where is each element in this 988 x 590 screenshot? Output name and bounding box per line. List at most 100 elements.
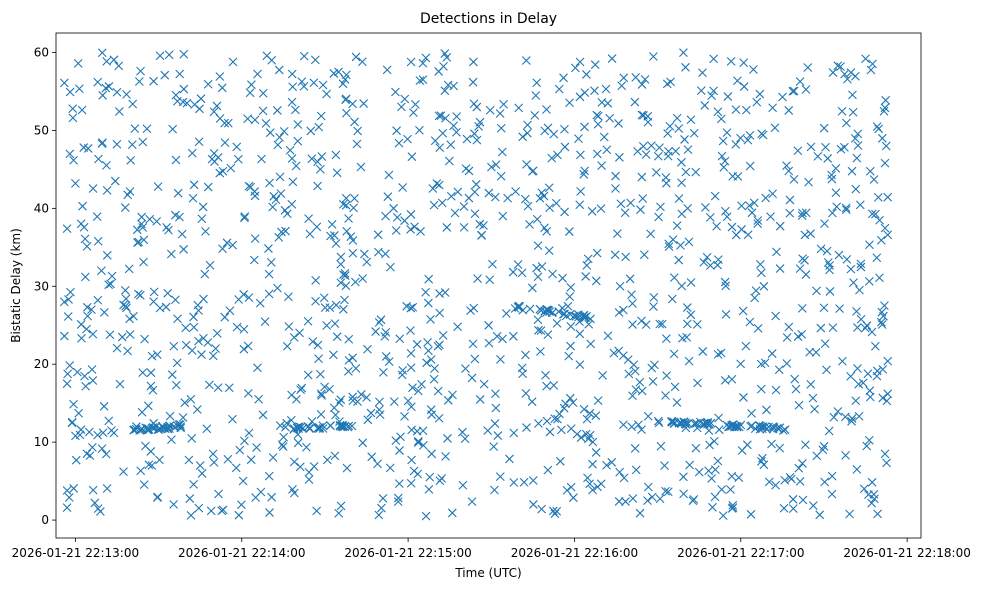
detection-marker	[297, 77, 307, 87]
detection-marker	[853, 364, 862, 373]
detection-marker	[237, 500, 246, 510]
detection-marker	[148, 385, 158, 395]
detection-marker	[398, 365, 408, 375]
detection-marker	[334, 508, 344, 518]
detection-marker	[311, 296, 320, 306]
detection-marker	[784, 322, 794, 332]
detection-marker	[303, 370, 313, 380]
detection-marker	[316, 389, 326, 399]
detection-marker	[683, 145, 693, 154]
detection-marker	[442, 223, 452, 232]
detection-marker	[840, 69, 849, 79]
detection-marker	[661, 391, 670, 400]
detection-marker	[435, 143, 445, 153]
detection-marker	[499, 99, 508, 109]
detection-marker	[709, 436, 719, 446]
y-tick-label: 20	[34, 357, 49, 371]
x-axis-title: Time (UTC)	[454, 566, 521, 580]
detection-marker	[187, 346, 197, 355]
detection-marker	[412, 426, 422, 436]
detection-marker	[66, 287, 75, 297]
detection-marker	[864, 490, 873, 500]
detection-marker	[690, 419, 699, 429]
detection-marker	[670, 382, 680, 392]
detection-marker	[165, 424, 174, 433]
detection-marker	[209, 107, 219, 117]
detection-marker	[698, 347, 708, 356]
detection-marker	[662, 79, 672, 89]
detection-marker	[745, 317, 755, 327]
detection-marker	[530, 110, 540, 120]
detection-marker	[743, 230, 753, 240]
detection-marker	[264, 471, 274, 481]
detection-marker	[460, 434, 470, 444]
detection-marker	[435, 340, 444, 350]
detection-marker	[881, 141, 891, 151]
detection-marker	[84, 427, 94, 437]
detection-marker	[349, 203, 358, 213]
detection-marker	[332, 332, 342, 342]
detection-marker	[720, 376, 730, 385]
detection-marker	[720, 156, 730, 166]
detection-marker	[356, 162, 366, 172]
detection-marker	[223, 118, 233, 128]
detection-marker	[759, 281, 769, 291]
detection-marker	[674, 194, 684, 203]
detection-marker	[147, 461, 157, 470]
detection-marker	[273, 283, 282, 293]
detection-marker	[314, 122, 324, 132]
detection-marker	[396, 432, 405, 442]
detection-marker	[789, 174, 799, 184]
detection-marker	[483, 426, 493, 435]
detection-marker	[854, 411, 864, 421]
detection-marker	[710, 492, 720, 502]
detection-marker	[258, 88, 268, 98]
detection-marker	[381, 211, 390, 221]
detection-marker	[167, 435, 176, 445]
detection-marker	[344, 367, 353, 376]
detection-marker	[473, 274, 482, 284]
detection-marker	[528, 500, 538, 509]
detection-marker	[295, 328, 304, 338]
detection-marker	[713, 107, 723, 117]
detection-marker	[308, 337, 318, 347]
detection-marker	[443, 395, 453, 405]
detection-marker	[583, 473, 592, 483]
detection-marker	[341, 281, 351, 291]
detection-marker	[362, 257, 372, 267]
detection-marker	[628, 494, 638, 503]
detection-marker	[720, 206, 730, 216]
detection-marker	[293, 136, 303, 146]
detection-marker	[591, 411, 601, 421]
detection-marker	[220, 138, 230, 148]
detection-marker	[614, 497, 624, 506]
detection-marker	[661, 334, 671, 344]
detection-marker	[232, 142, 242, 152]
detection-marker	[614, 308, 624, 317]
detection-marker	[180, 398, 190, 408]
detection-marker	[155, 455, 164, 465]
detection-marker	[626, 198, 635, 208]
detection-marker	[79, 222, 89, 232]
detection-marker	[76, 425, 86, 435]
detection-marker	[291, 161, 301, 171]
detection-marker	[336, 252, 346, 262]
detection-marker	[262, 51, 272, 61]
detection-marker	[782, 333, 792, 342]
detection-marker	[268, 202, 278, 212]
detection-marker	[602, 460, 611, 470]
detection-marker	[708, 502, 717, 512]
detection-marker	[848, 90, 857, 100]
detection-marker	[681, 167, 691, 177]
detection-marker	[492, 331, 502, 341]
detection-marker	[468, 339, 478, 349]
detection-marker	[797, 329, 807, 339]
detection-marker	[566, 321, 576, 331]
detection-marker	[839, 142, 849, 152]
detection-marker	[540, 307, 550, 316]
detection-marker	[421, 287, 431, 297]
detection-marker	[400, 216, 409, 226]
detection-marker	[816, 244, 826, 254]
detection-marker	[450, 208, 460, 218]
detection-marker	[621, 252, 631, 262]
